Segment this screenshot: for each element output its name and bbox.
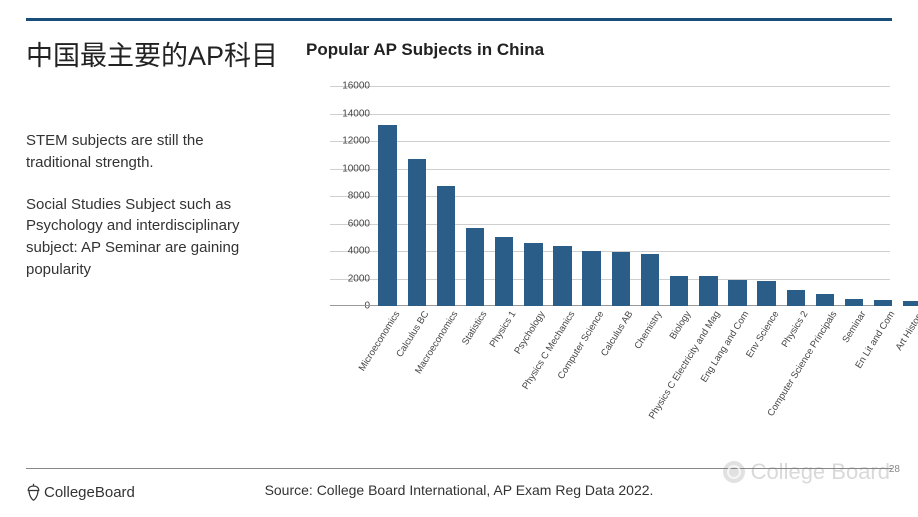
body-paragraph-1: STEM subjects are still the traditional …: [26, 130, 256, 174]
bar-slot: Physics 1: [491, 86, 518, 306]
bar-chart: 0200040006000800010000120001400016000 Mi…: [290, 86, 894, 406]
bar: [699, 276, 717, 306]
bar: [757, 281, 775, 306]
bar: [524, 243, 542, 306]
heading-english: Popular AP Subjects in China: [306, 40, 544, 60]
bar-slot: Art History: [899, 86, 918, 306]
bar-slot: Env Science: [753, 86, 780, 306]
bar-slot: En Lit and Com: [870, 86, 897, 306]
chart-plot-area: MicroeconomicsCalculus BCMacroeconomicsS…: [330, 86, 890, 306]
chart-bars: MicroeconomicsCalculus BCMacroeconomicsS…: [370, 86, 918, 306]
bar-slot: Microeconomics: [374, 86, 401, 306]
bar: [728, 280, 746, 306]
bar: [816, 294, 834, 306]
bar: [437, 186, 455, 306]
bar-slot: Macroeconomics: [432, 86, 459, 306]
bar: [495, 237, 513, 306]
bar-slot: Physics 2: [782, 86, 809, 306]
bar: [612, 252, 630, 306]
bar: [670, 276, 688, 306]
watermark: College Board: [723, 459, 890, 485]
bar-slot: Calculus BC: [403, 86, 430, 306]
bar: [787, 290, 805, 307]
bar: [553, 246, 571, 307]
bar-slot: Physics C Mechanics: [549, 86, 576, 306]
body-paragraph-2: Social Studies Subject such as Psycholog…: [26, 194, 256, 281]
heading-chinese: 中国最主要的AP科目: [26, 34, 278, 73]
watermark-icon: [723, 461, 745, 483]
bar-slot: Physics C Electricity and Mag: [695, 86, 722, 306]
bar: [641, 254, 659, 306]
bar: [903, 301, 918, 307]
bar: [466, 228, 484, 306]
bar-slot: Psychology: [520, 86, 547, 306]
bar: [582, 251, 600, 306]
body-text: STEM subjects are still the traditional …: [26, 130, 256, 301]
top-border: [26, 18, 892, 21]
bar-slot: Computer Science: [578, 86, 605, 306]
bar-slot: Eng Lang and Com: [724, 86, 751, 306]
bar-slot: Chemistry: [636, 86, 663, 306]
bar-slot: Biology: [666, 86, 693, 306]
bar: [378, 125, 396, 307]
bar-slot: Calculus AB: [607, 86, 634, 306]
bar: [408, 159, 426, 306]
watermark-text: College Board: [751, 459, 890, 485]
bar-slot: Statistics: [461, 86, 488, 306]
slide: 中国最主要的AP科目 Popular AP Subjects in China …: [0, 0, 918, 517]
bar-slot: Seminar: [841, 86, 868, 306]
page-number: 28: [889, 464, 900, 475]
bar: [845, 299, 863, 306]
bar-slot: Computer Science Principals: [811, 86, 838, 306]
bar: [874, 300, 892, 306]
